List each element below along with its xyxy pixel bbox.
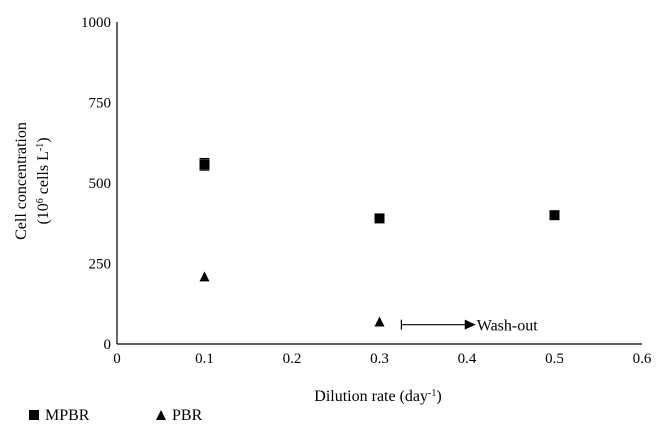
annotation-wash-out: Wash-out bbox=[400, 318, 538, 335]
mpbr-point bbox=[549, 210, 560, 221]
y-tick-labels: 0 250 500 750 1000 bbox=[81, 15, 111, 353]
y-tick-label: 1000 bbox=[81, 15, 111, 31]
x-tick-label: 0.5 bbox=[545, 351, 564, 367]
pbr-point bbox=[199, 271, 210, 282]
pbr-point bbox=[374, 316, 385, 327]
data-points bbox=[199, 157, 560, 327]
mpbr-point bbox=[199, 159, 210, 170]
wash-out-arrow-head bbox=[464, 319, 476, 330]
legend-label-pbr: PBR bbox=[172, 407, 203, 424]
wash-out-label: Wash-out bbox=[477, 318, 538, 335]
legend-marker-mpbr bbox=[29, 410, 39, 420]
x-axis-title: Dilution rate (day-1) bbox=[314, 388, 441, 406]
legend-marker-pbr bbox=[156, 410, 166, 420]
x-tick-label: 0.6 bbox=[633, 351, 652, 367]
y-tick-label: 0 bbox=[104, 337, 112, 353]
mpbr-point bbox=[374, 213, 385, 224]
y-axis-title-line1: Cell concentration bbox=[13, 122, 30, 240]
y-tick-label: 500 bbox=[89, 176, 112, 192]
legend-label-mpbr: MPBR bbox=[45, 407, 90, 424]
y-tick-label: 750 bbox=[89, 96, 112, 112]
y-axis-title-line2: (106 cells L-1) bbox=[35, 137, 53, 224]
x-tick-label: 0.3 bbox=[370, 351, 389, 367]
x-tick-label: 0 bbox=[113, 351, 121, 367]
legend: MPBR PBR bbox=[29, 407, 203, 424]
x-tick-label: 0.2 bbox=[283, 351, 302, 367]
y-tick-label: 250 bbox=[89, 257, 112, 273]
x-tick-label: 0.1 bbox=[195, 351, 214, 367]
x-tick-label: 0.4 bbox=[458, 351, 477, 367]
x-tick-labels: 0 0.1 0.2 0.3 0.4 0.5 0.6 bbox=[113, 351, 652, 367]
